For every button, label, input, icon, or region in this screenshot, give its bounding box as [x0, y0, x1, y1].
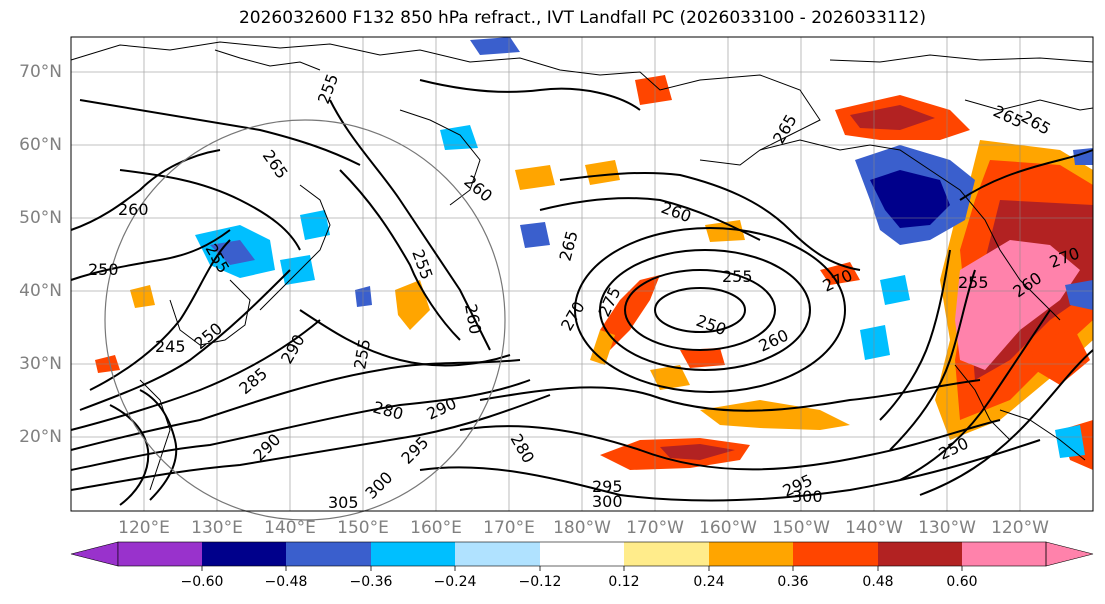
colorbar-bin	[709, 542, 793, 566]
lon-label: 180°W	[553, 518, 611, 538]
colorbar-bin	[624, 542, 709, 566]
colorbar-tick-label: 0.36	[777, 574, 809, 590]
contour-label: 305	[328, 493, 359, 512]
lon-label: 140°E	[264, 518, 316, 538]
lat-label: 40°N	[19, 281, 62, 301]
colorbar-tick-label: 0.60	[946, 574, 978, 590]
colorbar-bin	[371, 542, 455, 566]
colorbar-bin	[540, 542, 624, 566]
lon-label: 130°W	[918, 518, 976, 538]
contour-label: 255	[958, 273, 989, 292]
lon-label: 120°W	[991, 518, 1049, 538]
lon-label: 150°E	[337, 518, 389, 538]
colorbar-tick-label: 0.12	[608, 574, 640, 590]
contour-label: 295	[592, 477, 623, 496]
colorbar-tick-label: −0.24	[433, 574, 477, 590]
contour-label: 300	[792, 487, 823, 506]
colorbar-bin	[793, 542, 878, 566]
lon-label: 150°W	[772, 518, 830, 538]
colorbar-bin	[202, 542, 286, 566]
colorbar-extend-high	[1045, 541, 1094, 567]
colorbar-ticks	[201, 566, 963, 571]
contour-label: 255	[722, 267, 753, 286]
colorbar-bin	[118, 542, 202, 566]
contour-label: 245	[155, 337, 186, 356]
coastlines	[70, 41, 1094, 491]
colorbar-extend-low	[70, 541, 119, 567]
contour-label: 260	[118, 200, 149, 219]
landfall-region-circle	[104, 119, 506, 521]
lat-label: 60°N	[19, 135, 62, 155]
map-title: 2026032600 F132 850 hPa refract., IVT La…	[238, 8, 926, 28]
colorbar-tick-label: −0.36	[349, 574, 393, 590]
colorbar-tick-label: −0.60	[180, 574, 224, 590]
colorbar-tick-label: 0.48	[862, 574, 894, 590]
lon-label: 170°W	[626, 518, 684, 538]
lat-label: 50°N	[19, 208, 62, 228]
colorbar-tick-label: −0.48	[264, 574, 308, 590]
lon-label: 130°E	[191, 518, 243, 538]
map-frame	[70, 36, 1094, 512]
colorbar-bin	[962, 542, 1046, 566]
lat-label: 30°N	[19, 354, 62, 374]
lon-label: 170°E	[483, 518, 535, 538]
lon-label: 160°W	[699, 518, 757, 538]
contour-label: 250	[88, 260, 119, 279]
colorbar	[70, 541, 1094, 571]
refractivity-contours	[70, 79, 1094, 506]
colorbar-frame	[117, 541, 1047, 567]
colorbar-bin	[455, 542, 540, 566]
lon-label: 160°E	[410, 518, 462, 538]
colorbar-bin	[878, 542, 962, 566]
contour-label: 300	[592, 492, 623, 511]
lon-label: 140°W	[845, 518, 903, 538]
lat-label: 20°N	[19, 427, 62, 447]
colorbar-bin	[286, 542, 371, 566]
colorbar-tick-label: −0.12	[518, 574, 562, 590]
anomaly-fills	[95, 37, 1093, 470]
colorbar-tick-label: 0.24	[693, 574, 725, 590]
lon-label: 120°E	[118, 518, 170, 538]
lat-label: 70°N	[19, 62, 62, 82]
map-plot-area: 255 265 260 250 255 245 250 290 255 260 …	[70, 36, 1094, 521]
